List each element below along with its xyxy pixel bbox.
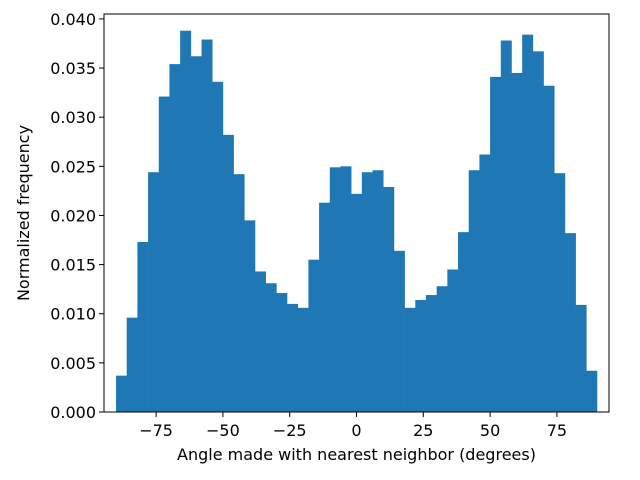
y-tick-label: 0.025	[50, 157, 96, 176]
histogram-bar	[554, 173, 566, 412]
y-tick-label: 0.040	[50, 10, 96, 29]
histogram-bar	[233, 174, 245, 412]
x-tick-label: −50	[206, 421, 240, 440]
histogram-bar	[158, 96, 170, 412]
y-tick-label: 0.030	[50, 108, 96, 127]
histogram-bar	[490, 76, 502, 412]
histogram-bar	[458, 232, 470, 412]
histogram-bar	[265, 283, 277, 412]
y-axis-label: Normalized frequency	[14, 125, 33, 301]
histogram-bar	[575, 304, 587, 412]
x-axis-label: Angle made with nearest neighbor (degree…	[177, 445, 536, 464]
histogram-bar	[222, 134, 234, 412]
histogram-bar	[212, 81, 224, 413]
y-tick-label: 0.035	[50, 59, 96, 78]
histogram-bar	[180, 30, 192, 412]
histogram-bar	[564, 233, 576, 412]
x-tick-label: −25	[273, 421, 307, 440]
x-tick-label: 25	[413, 421, 433, 440]
histogram-bar	[148, 172, 160, 412]
bars-group	[116, 30, 598, 413]
histogram-bar	[137, 241, 149, 412]
histogram-bar	[116, 375, 128, 412]
histogram-bar	[532, 51, 544, 413]
histogram-bar	[319, 202, 331, 412]
histogram-bar	[393, 250, 405, 412]
histogram-bar	[511, 72, 523, 413]
histogram-bar	[436, 286, 448, 412]
histogram-bar	[351, 193, 363, 412]
histogram-bar	[254, 271, 266, 412]
histogram-bar	[404, 307, 416, 412]
y-axis-ticks: 0.000 0.005 0.010 0.015 0.020 0.025 0.030 0.035…	[50, 10, 104, 422]
plot-frame	[103, 13, 610, 413]
histogram-bar	[500, 40, 512, 413]
y-tick-label: 0.005	[50, 354, 96, 373]
x-tick-label: 0	[351, 421, 361, 440]
histogram-bar	[415, 299, 427, 412]
histogram-bar	[276, 293, 288, 412]
x-tick-label: 50	[480, 421, 500, 440]
histogram-bar	[468, 170, 480, 412]
histogram-bar	[425, 295, 437, 412]
histogram-bar	[522, 34, 534, 413]
histogram-bar	[361, 172, 373, 412]
y-tick-label: 0.000	[50, 403, 96, 422]
x-tick-label: −75	[139, 421, 173, 440]
histogram-bar	[126, 317, 138, 412]
histogram-bar	[287, 303, 299, 412]
histogram-bar	[308, 259, 320, 412]
histogram-bar	[329, 167, 341, 412]
histogram-bar	[297, 307, 309, 412]
histogram-bar	[169, 64, 181, 412]
histogram-bar	[586, 370, 598, 412]
histogram-bar	[372, 170, 384, 412]
y-tick-label: 0.010	[50, 305, 96, 324]
histogram-bar	[543, 85, 555, 412]
x-axis-ticks: −75 −50 −25 0 25 50 75	[139, 412, 567, 440]
histogram-bar	[190, 56, 202, 413]
histogram-bar	[244, 220, 256, 412]
histogram-bar	[479, 154, 491, 413]
histogram-bar	[340, 166, 352, 412]
histogram-bar	[383, 186, 395, 412]
histogram-bar	[447, 269, 459, 412]
histogram-bar	[201, 39, 213, 412]
x-tick-label: 75	[547, 421, 567, 440]
y-tick-label: 0.015	[50, 256, 96, 275]
y-tick-label: 0.020	[50, 206, 96, 225]
